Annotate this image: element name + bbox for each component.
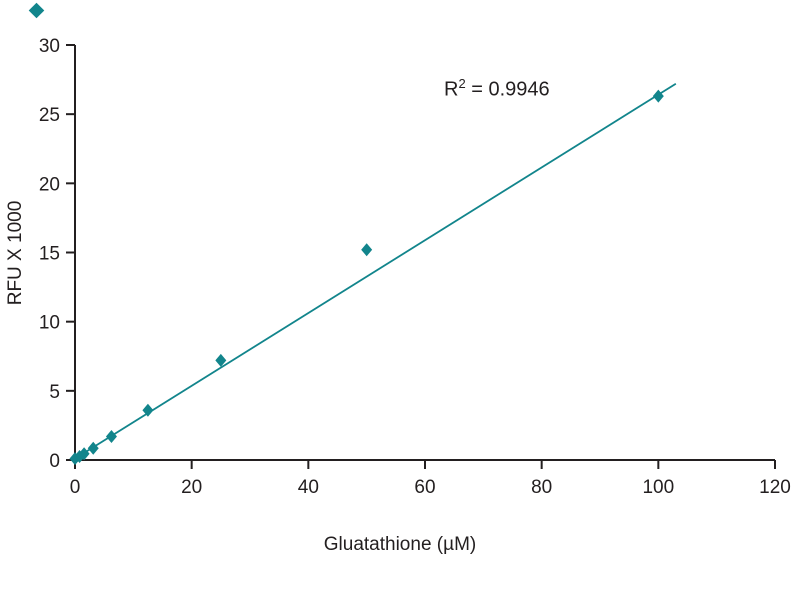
data-point-marker: [652, 89, 664, 103]
data-point-marker: [142, 403, 154, 417]
y-tick-label: 30: [39, 36, 60, 57]
y-tick-label: 10: [39, 313, 60, 334]
y-tick-label: 0: [49, 451, 60, 472]
data-point-marker: [87, 441, 99, 455]
r2-value: = 0.9946: [465, 78, 550, 101]
x-tick-label: 80: [531, 477, 552, 498]
trend-line: [74, 82, 677, 460]
data-point-marker: [105, 429, 117, 443]
data-point-marker: [215, 353, 227, 367]
r2-superscript: 2: [458, 76, 466, 91]
r-squared-annotation: R2 = 0.9946: [444, 76, 550, 102]
x-tick-label: 120: [759, 477, 791, 498]
y-tick-label: 20: [39, 174, 60, 195]
data-point-marker: [78, 447, 90, 461]
y-tick-label: 5: [49, 382, 60, 403]
x-tick-label: 100: [642, 477, 674, 498]
x-tick-label: 20: [181, 477, 202, 498]
r2-prefix: R: [444, 78, 459, 101]
x-tick-label: 60: [414, 477, 435, 498]
x-tick-label: 0: [70, 477, 81, 498]
y-tick-label: 25: [39, 105, 60, 126]
y-axis-label: RFU X 1000: [5, 200, 26, 306]
y-tick-label: 15: [39, 244, 60, 265]
x-tick-label: 40: [298, 477, 319, 498]
data-point-marker: [361, 243, 373, 257]
x-axis-label: Gluatathione (µM): [323, 534, 477, 555]
